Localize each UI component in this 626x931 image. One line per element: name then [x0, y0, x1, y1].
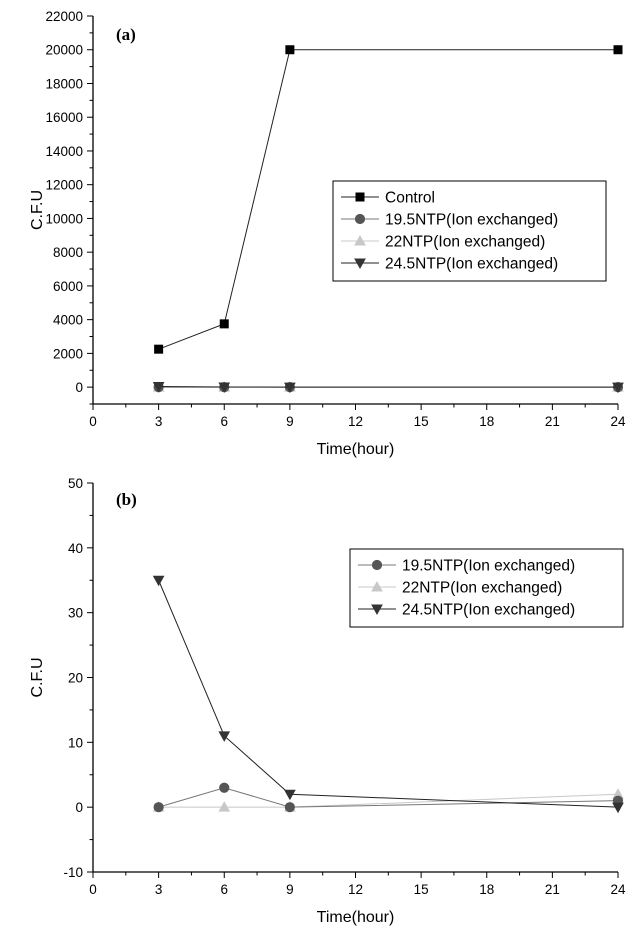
x-tick-label: 0 [89, 882, 97, 897]
x-tick-label: 12 [348, 882, 363, 897]
x-tick-label: 0 [89, 414, 97, 429]
x-tick-label: 24 [610, 882, 626, 897]
series-square [154, 45, 623, 354]
y-tick-label: 14000 [45, 144, 83, 159]
y-tick-label: 20000 [45, 43, 83, 58]
data-point [219, 319, 229, 329]
y-tick-label: 30 [68, 606, 83, 621]
data-point [218, 801, 231, 812]
y-tick-label: 4000 [53, 313, 83, 328]
x-tick-label: 3 [155, 414, 163, 429]
y-tick-label: 6000 [53, 279, 83, 294]
data-point [218, 382, 231, 393]
series-line [158, 49, 618, 350]
series-line [158, 386, 619, 388]
panel-label: (a) [116, 25, 136, 44]
y-tick-label: 18000 [45, 76, 83, 91]
series-line [158, 787, 619, 808]
legend-label: 19.5NTP(Ion exchanged) [402, 558, 575, 575]
legend-marker [355, 192, 365, 202]
data-point [153, 802, 164, 813]
y-tick-label: 50 [68, 476, 83, 491]
series-line [158, 580, 619, 808]
data-point [154, 344, 164, 354]
x-axis-title: Time(hour) [317, 909, 395, 926]
x-tick-label: 21 [545, 414, 560, 429]
x-tick-label: 9 [286, 882, 294, 897]
x-tick-label: 12 [348, 414, 363, 429]
x-tick-label: 6 [220, 414, 228, 429]
data-point [284, 382, 296, 394]
y-tick-label: 22000 [45, 9, 83, 24]
legend-label: 19.5NTP(Ion exchanged) [385, 212, 558, 229]
legend-marker [354, 234, 366, 246]
data-point [612, 802, 624, 814]
legend-label: 24.5NTP(Ion exchanged) [402, 602, 575, 619]
data-point [612, 382, 624, 394]
legend-label: Control [385, 190, 435, 207]
legend-label: 24.5NTP(Ion exchanged) [385, 256, 558, 273]
legend-marker [354, 213, 366, 225]
series-triangle-down [152, 382, 624, 394]
y-tick-label: 12000 [45, 178, 83, 193]
y-axis-title: C.F.U [29, 190, 46, 230]
legend: 19.5NTP(Ion exchanged) 22NTP(Ion exchange… [349, 548, 624, 628]
x-tick-label: 18 [479, 414, 494, 429]
x-tick-label: 15 [414, 414, 429, 429]
y-tick-label: 20 [68, 671, 83, 686]
legend-box [332, 180, 607, 282]
panel-label: (b) [116, 490, 137, 509]
data-point [284, 789, 296, 801]
legend-marker [371, 604, 383, 616]
data-point [613, 45, 623, 55]
legend-marker [354, 258, 366, 270]
y-tick-label: 8000 [53, 245, 83, 260]
legend-marker [371, 580, 383, 592]
data-point [152, 382, 165, 393]
x-tick-label: 6 [220, 882, 228, 897]
y-tick-label: 0 [75, 800, 83, 815]
chart-panel-a: 0 3 6 9 12 15 18 21 24 0 2000 4000 6000 8000 10000 1200… [29, 9, 626, 458]
series-triangle-down [152, 575, 624, 814]
x-axis-title: Time(hour) [317, 441, 395, 458]
y-tick-label: 10000 [45, 211, 83, 226]
data-point [152, 575, 165, 587]
y-tick-label: 16000 [45, 110, 83, 125]
y-tick-label: -10 [63, 865, 83, 880]
x-tick-label: 9 [286, 414, 294, 429]
x-tick-label: 15 [414, 882, 429, 897]
y-tick-label: 0 [75, 380, 83, 395]
legend-label: 22NTP(Ion exchanged) [402, 580, 562, 597]
legend-marker [371, 559, 383, 571]
data-point [284, 802, 295, 813]
y-axis-title: C.F.U [29, 658, 46, 698]
data-point [219, 782, 230, 793]
chart-panel-b: 0 3 6 9 12 15 18 21 24 -10 0 10 20 30 40 50 Time(hour) C.… [29, 476, 626, 926]
x-tick-label: 24 [610, 414, 626, 429]
legend-box [349, 548, 624, 628]
y-tick-label: 10 [68, 735, 83, 750]
legend: Control 19.5NTP(Ion exchanged) 22NTP(Ion e… [332, 180, 607, 282]
y-tick-label: 2000 [53, 346, 83, 361]
legend-label: 22NTP(Ion exchanged) [385, 234, 545, 251]
x-tick-label: 18 [479, 882, 494, 897]
x-tick-label: 3 [155, 882, 163, 897]
x-tick-label: 21 [545, 882, 560, 897]
y-tick-label: 40 [68, 541, 83, 556]
data-point [285, 45, 295, 55]
data-point [218, 731, 231, 742]
